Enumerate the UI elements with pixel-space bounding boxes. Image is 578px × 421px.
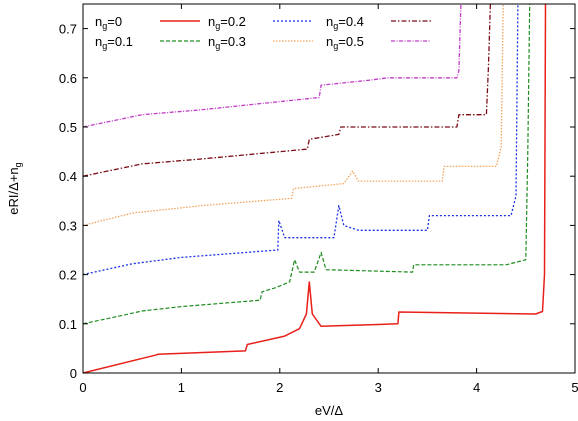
x-tick-label: 5 [571,380,578,395]
plot-frame [82,3,576,374]
x-axis-label: eV/Δ [315,403,344,418]
legend-label-sub: g [102,21,107,31]
legend-label-1: ng=0.1 [95,34,133,51]
series-line-1 [82,3,531,325]
legend-label-main: n [208,14,215,29]
legend-label-main: n [95,14,102,29]
legend-label-sub: g [215,41,220,51]
y-tick-label: 0.3 [59,218,77,233]
legend-label-2: ng=0.2 [208,14,246,31]
legend-label-main: n [326,34,333,49]
legend-label-rest: =0.4 [338,14,364,29]
legend-label-3: ng=0.3 [208,34,246,51]
y-tick-label: 0.7 [59,22,77,37]
series-line-4 [82,3,492,177]
series-layer [82,3,547,374]
legend-label-rest: =0.5 [338,34,364,49]
y-tick-label: 0.4 [59,169,77,184]
y-tick-label: 0.2 [59,268,77,283]
y-tick-label: 0.5 [59,120,77,135]
legend-label-main: n [95,34,102,49]
x-tick-label: 0 [79,380,86,395]
legend-label-5: ng=0.5 [326,34,364,51]
y-tick-label: 0 [70,366,77,381]
legend-label-4: ng=0.4 [326,14,364,31]
series-line-5 [82,3,462,128]
x-tick-label: 2 [276,380,283,395]
legend-label-rest: =0.3 [220,34,246,49]
legend-label-sub: g [333,41,338,51]
legend-label-0: ng=0 [95,14,122,31]
series-line-3 [82,3,504,227]
y-axis-label: eRI/Δ+ng [6,162,23,214]
y-axis-label-sub: g [13,162,23,167]
series-line-0 [82,3,547,374]
y-axis: 0 0.1 0.2 0.3 0.4 0.5 0.6 0.7 [59,22,575,381]
x-tick-label: 4 [473,380,480,395]
x-tick-label: 1 [178,380,185,395]
legend-label-sub: g [102,41,107,51]
legend-label-rest: =0.2 [220,14,246,29]
legend-label-rest: =0 [107,14,122,29]
x-tick-label: 3 [375,380,382,395]
series-line-2 [82,3,519,276]
legend: ng=0ng=0.1ng=0.2ng=0.3ng=0.4ng=0.5 [95,14,431,51]
legend-label-main: n [208,34,215,49]
legend-label-main: n [326,14,333,29]
y-tick-label: 0.6 [59,71,77,86]
legend-label-sub: g [333,21,338,31]
y-axis-label-main: eRI/Δ+n [6,167,21,214]
y-tick-label: 0.1 [59,317,77,332]
legend-label-sub: g [215,21,220,31]
legend-label-rest: =0.1 [107,34,133,49]
x-axis: 0 1 2 3 4 5 [79,4,578,395]
